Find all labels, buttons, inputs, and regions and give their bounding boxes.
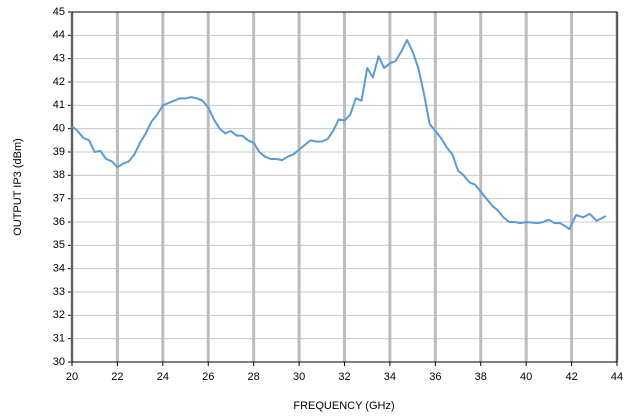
y-axis-label: OUTPUT IP3 (dBm) [12,138,24,236]
y-tick-label: 31 [53,333,65,345]
x-tick-label: 44 [611,371,623,383]
x-tick-label: 30 [293,371,305,383]
y-tick-label: 39 [53,146,65,158]
y-tick-label: 41 [53,99,65,111]
x-tick-label: 36 [429,371,441,383]
y-tick-label: 36 [53,216,65,228]
y-tick-label: 42 [53,76,65,88]
x-tick-label: 24 [157,371,169,383]
y-tick-label: 45 [53,6,65,18]
x-tick-label: 32 [338,371,350,383]
x-tick-label: 20 [66,371,78,383]
x-tick-label: 40 [520,371,532,383]
x-tick-label: 28 [248,371,260,383]
y-tick-label: 44 [53,29,65,41]
x-tick-label: 26 [202,371,214,383]
y-tick-label: 38 [53,169,65,181]
x-tick-label: 42 [565,371,577,383]
y-tick-label: 37 [53,193,65,205]
y-tick-label: 35 [53,239,65,251]
y-tick-label: 40 [53,123,65,135]
plot-frame [71,11,618,363]
x-tick-label: 22 [111,371,123,383]
data-line [71,39,607,230]
x-tick-label: 34 [384,371,396,383]
y-tick-label: 33 [53,286,65,298]
y-tick-label: 32 [53,309,65,321]
x-tick-label: 38 [475,371,487,383]
y-tick-label: 30 [53,356,65,368]
y-tick-label: 34 [53,263,65,275]
y-tick-label: 43 [53,53,65,65]
x-axis-label: FREQUENCY (GHz) [293,400,394,412]
